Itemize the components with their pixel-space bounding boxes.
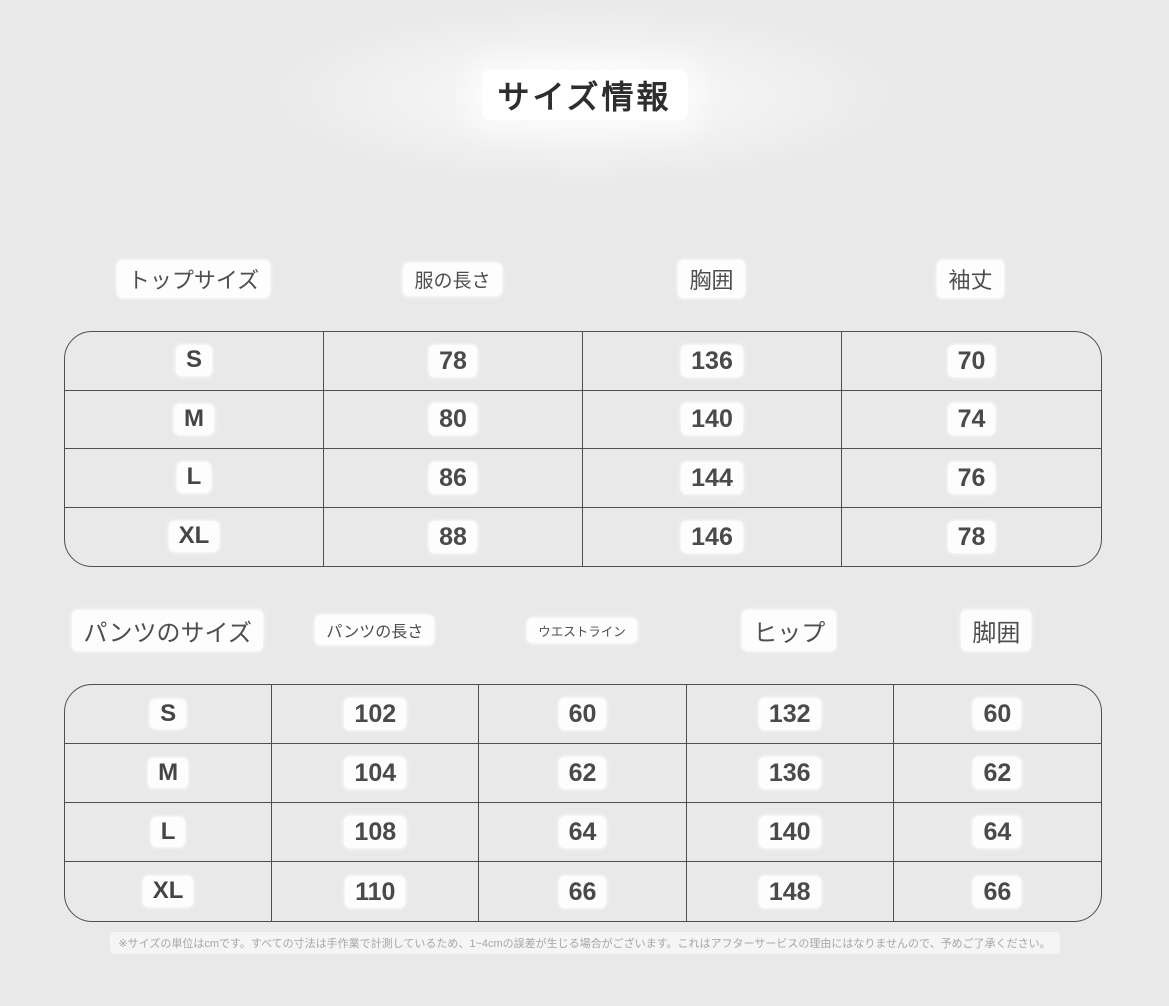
table-cell: L [65,449,324,508]
page-title: サイズ情報 [481,70,688,120]
table-cell: 140 [583,390,842,449]
pants-header-length-label: パンツの長さ [315,615,435,645]
tops-header-sleeve-label: 袖丈 [937,260,1004,298]
table-cell: XL [65,862,273,921]
table-cell: 146 [583,507,842,566]
pants-header-length: パンツの長さ [271,615,478,645]
table-cell: 136 [686,744,894,803]
table-cell: 76 [842,449,1101,508]
pants-header-size-label: パンツのサイズ [72,609,263,651]
table-cell: 104 [272,744,480,803]
table-cell: S [65,685,273,744]
tops-header-size-label: トップサイズ [116,260,271,298]
pants-size-table: S 102 60 132 60 M 104 62 136 62 L 108 64… [64,684,1102,922]
table-cell: 86 [324,449,583,508]
table-cell: L [65,803,273,862]
tops-header-row: トップサイズ 服の長さ 胸囲 袖丈 [64,257,1100,301]
table-cell: 144 [583,449,842,508]
table-cell: 62 [479,744,687,803]
tops-header-size: トップサイズ [64,260,323,298]
table-cell: 102 [272,685,480,744]
table-cell: 60 [479,685,687,744]
pants-header-hip: ヒップ [686,609,893,651]
table-cell: 136 [583,332,842,391]
tops-header-length: 服の長さ [323,262,582,296]
table-cell: 132 [686,685,894,744]
table-cell: M [65,744,273,803]
table-cell: 66 [894,862,1101,921]
table-cell: S [65,332,324,391]
table-cell: 70 [842,332,1101,391]
pants-header-row: パンツのサイズ パンツの長さ ウエストライン ヒップ 脚囲 [64,608,1100,652]
table-cell: 64 [479,803,687,862]
pants-header-size: パンツのサイズ [64,609,271,651]
table-cell: 64 [893,803,1101,862]
size-disclaimer-note: ※サイズの単位はcmです。すべての寸法は手作業で計測しているため、1~4cmの誤… [109,932,1060,954]
table-cell: 88 [324,507,583,566]
tops-header-sleeve: 袖丈 [841,260,1100,298]
table-cell: 62 [893,744,1101,803]
table-cell: 78 [324,332,583,391]
table-cell: 78 [842,508,1101,567]
tops-header-chest: 胸囲 [582,260,841,298]
table-cell: 110 [272,862,480,921]
tops-header-chest-label: 胸囲 [678,260,745,298]
pants-header-leg: 脚囲 [893,609,1100,651]
table-cell: 66 [479,862,687,921]
pants-header-waist: ウエストライン [478,617,685,643]
tops-header-length-label: 服の長さ [403,262,502,296]
table-cell: M [65,390,324,449]
table-cell: XL [65,507,324,566]
table-cell: 140 [686,803,894,862]
table-cell: 74 [842,391,1101,449]
table-cell: 148 [687,862,894,921]
table-cell: 80 [324,390,583,449]
pants-header-waist-label: ウエストライン [527,617,637,643]
table-cell: 108 [272,803,480,862]
tops-size-table: S 78 136 70 M 80 140 74 L 86 144 76 XL 8… [64,331,1102,567]
pants-header-leg-label: 脚囲 [961,609,1032,651]
pants-header-hip-label: ヒップ [742,609,837,651]
table-cell: 60 [893,685,1101,744]
